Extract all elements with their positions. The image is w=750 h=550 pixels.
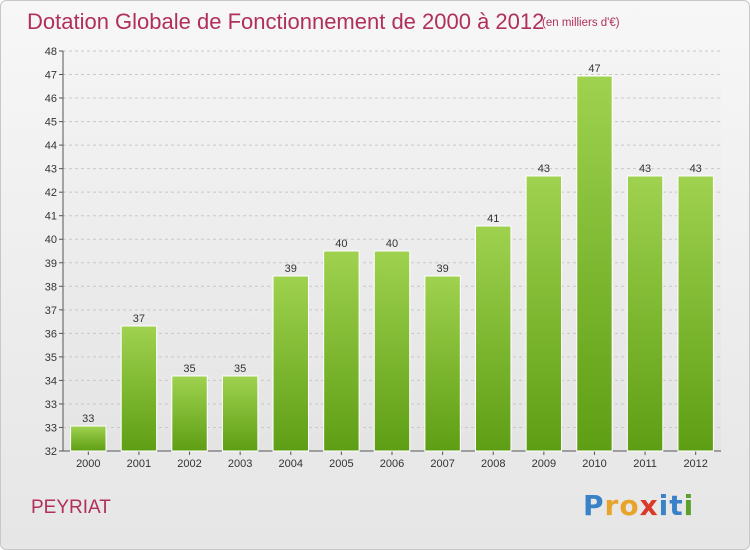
y-tick-label: 46 [45,93,57,105]
y-tick-label: 34 [45,375,57,387]
bar [171,375,208,452]
y-tick-label: 35 [45,352,57,364]
bar [272,275,309,452]
commune-name: PEYRIAT [31,497,111,518]
x-tick-label: 2007 [430,458,454,470]
logo-letter: r [604,489,620,522]
y-tick-label: 33 [45,399,57,411]
bar [424,275,461,452]
bar [373,250,411,452]
y-tick-label: 32 [45,446,57,458]
y-tick-label: 48 [45,46,57,58]
y-tick-label: 37 [45,305,57,317]
bar-value-label: 43 [690,163,702,175]
bar [626,175,664,452]
x-tick-label: 2002 [177,458,201,470]
bar-value-label: 40 [335,238,347,250]
bar [70,425,107,452]
x-tick-label: 2011 [633,458,657,470]
data-labels: 33 37 35 35 39 40 40 39 41 43 47 43 43 [82,63,702,425]
chart-unit-note: (en milliers d'€) [542,17,620,29]
bar-value-label: 40 [386,238,398,250]
logo-letter: i [658,489,670,522]
bar-value-label: 33 [82,413,94,425]
logo-letter: o [619,489,640,522]
bar [576,75,613,452]
y-tick-label: 43 [45,164,57,176]
y-tick-label: 36 [45,328,57,340]
bar-value-label: 47 [588,63,600,75]
bar-value-label: 39 [285,263,297,275]
bar [475,225,512,452]
bar [525,175,563,452]
bars [70,75,714,452]
bar-value-label: 43 [538,163,550,175]
x-tick-label: 2004 [279,458,303,470]
y-tick-label: 45 [45,117,57,129]
logo-letter: i [683,489,695,522]
x-tick-label: 2008 [481,458,505,470]
bar-value-label: 43 [639,163,651,175]
x-tick-label: 2009 [532,458,556,470]
x-tick-label: 2006 [380,458,404,470]
x-tick-label: 2003 [228,458,252,470]
bar-value-label: 41 [487,213,499,225]
x-tick-label: 2010 [582,458,606,470]
y-tick-label: 33 [45,422,57,434]
bar [323,250,360,452]
y-tick-label: 38 [45,281,57,293]
proxiti-logo: Proxiti [583,489,694,522]
logo-letter: x [639,489,659,522]
logo-letter: P [583,489,605,522]
y-tick-label: 41 [45,211,57,223]
x-tick-label: 2001 [127,458,151,470]
logo-letter: t [669,489,684,522]
x-tick-label: 2012 [683,458,707,470]
y-tick-label: 44 [45,140,57,152]
x-tick-label: 2000 [76,458,100,470]
bar-value-label: 37 [133,313,145,325]
bar-value-label: 35 [183,363,195,375]
y-tick-label: 40 [45,234,57,246]
bar-value-label: 39 [436,263,448,275]
y-tick-label: 39 [45,258,57,270]
bar [677,175,714,452]
x-tick-label: 2005 [329,458,353,470]
chart-title: Dotation Globale de Fonctionnement de 20… [27,9,545,34]
y-tick-label: 42 [45,187,57,199]
y-tick-label: 47 [45,70,57,82]
bar-value-label: 35 [234,363,246,375]
bar [120,325,158,452]
bar [221,375,259,452]
